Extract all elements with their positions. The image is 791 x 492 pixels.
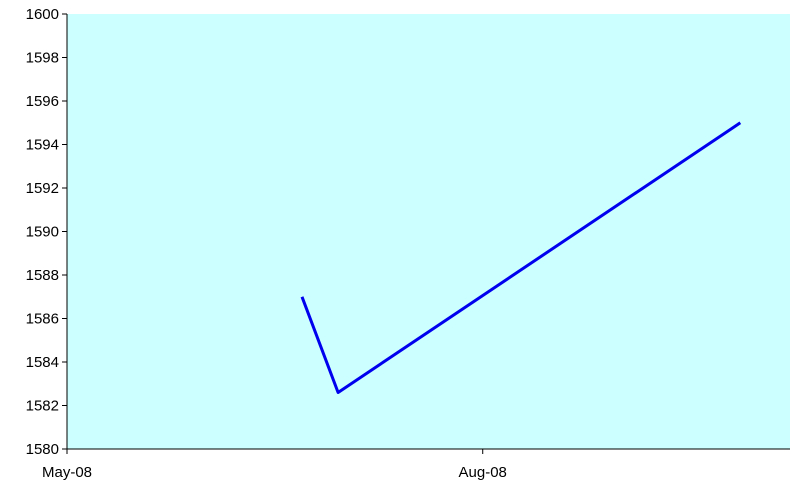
- y-tick-label: 1600: [26, 6, 59, 23]
- y-tick-label: 1584: [26, 354, 59, 371]
- y-tick-label: 1582: [26, 398, 59, 415]
- y-tick-label: 1580: [26, 441, 59, 458]
- x-axis-ticks: May-08 Aug-08: [42, 449, 507, 481]
- x-tick-label: May-08: [42, 464, 92, 481]
- y-tick-label: 1590: [26, 224, 59, 241]
- y-axis-ticks: 1580 1582 1584 1586 1588 1590 1592 1594 1596 1598…: [26, 6, 67, 458]
- y-tick-label: 1592: [26, 180, 59, 197]
- series-line: [300, 121, 742, 394]
- plot-area: [67, 14, 790, 449]
- series-group: [300, 121, 742, 394]
- x-tick-label: Aug-08: [459, 464, 507, 481]
- y-tick-label: 1598: [26, 50, 59, 67]
- y-tick-label: 1596: [26, 93, 59, 110]
- y-tick-label: 1586: [26, 311, 59, 328]
- y-tick-label: 1588: [26, 267, 59, 284]
- y-tick-label: 1594: [26, 137, 59, 154]
